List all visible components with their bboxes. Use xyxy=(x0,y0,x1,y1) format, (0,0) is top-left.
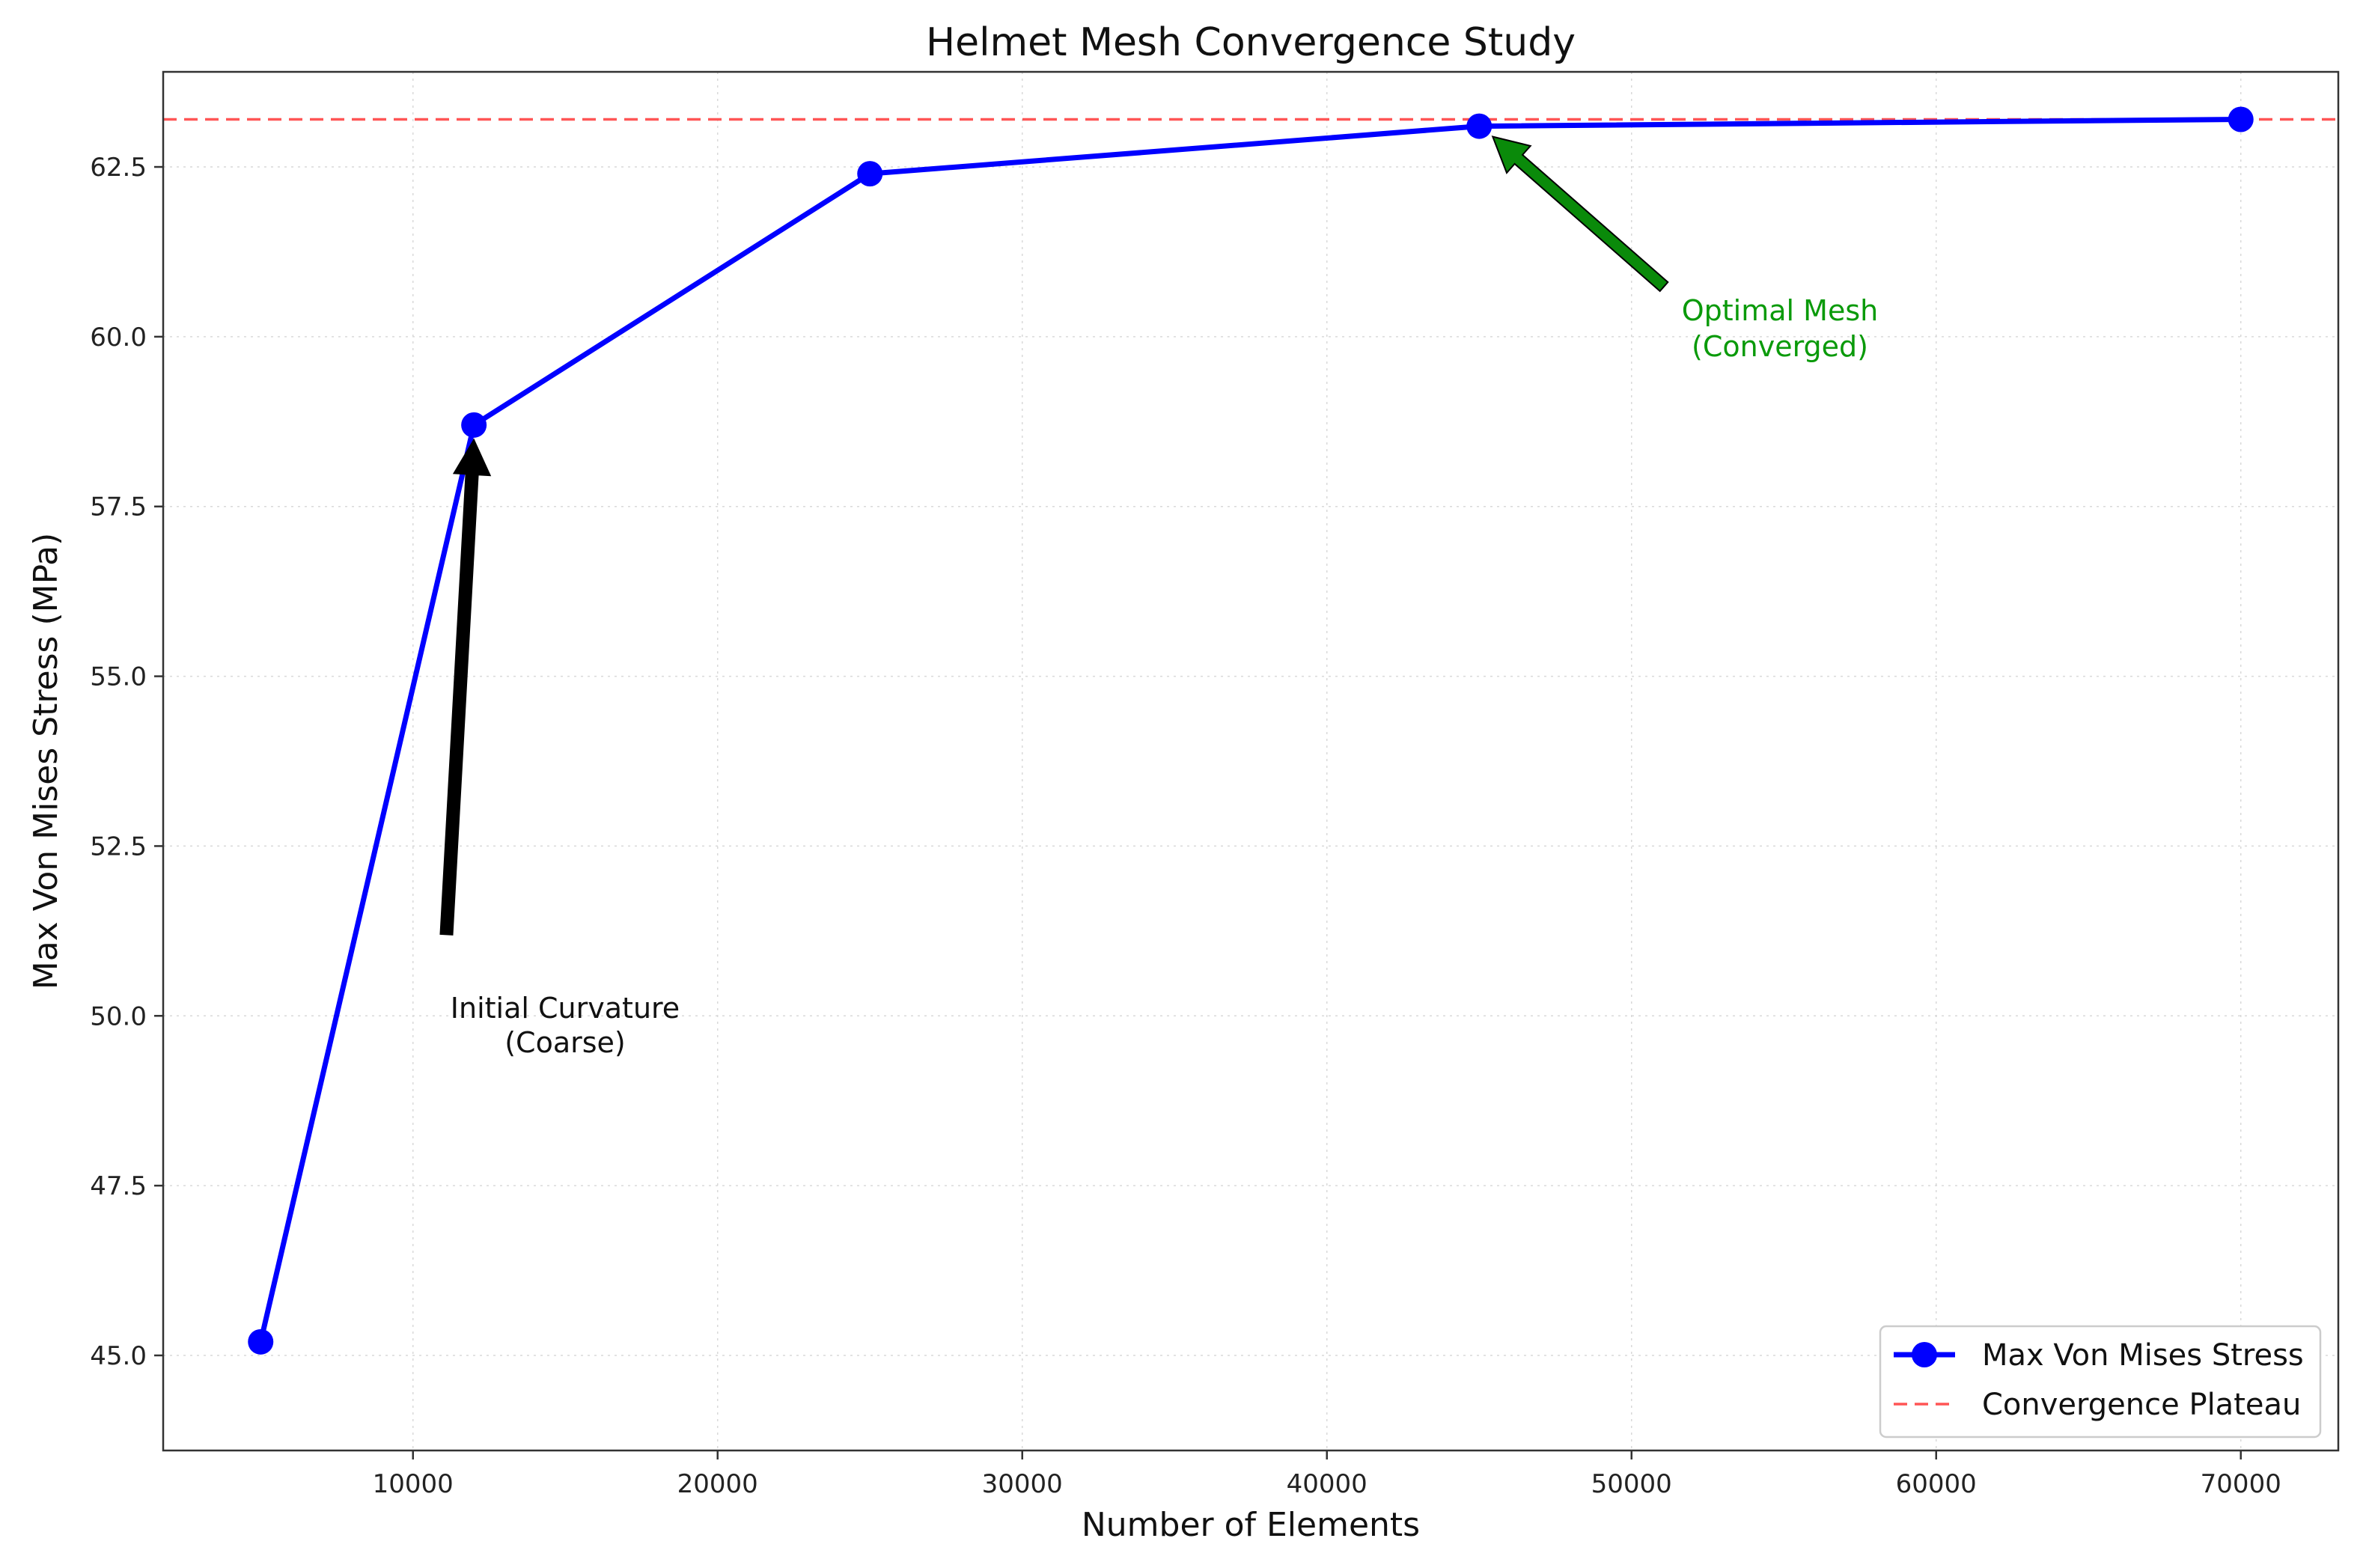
data-point xyxy=(248,1328,274,1355)
annotations: Initial Curvature(Coarse) Optimal Mesh(Co… xyxy=(439,135,1878,1059)
y-tick-label: 57.5 xyxy=(90,492,147,522)
data-point xyxy=(2228,106,2254,132)
x-tick-label: 30000 xyxy=(982,1469,1063,1499)
y-tick-label: 62.5 xyxy=(90,153,147,183)
annotation-text-coarse: Initial Curvature xyxy=(451,992,680,1025)
x-tick-label: 10000 xyxy=(373,1469,454,1499)
y-tick-label: 47.5 xyxy=(90,1171,147,1201)
plot-frame xyxy=(162,70,2340,1452)
y-tick-label: 50.0 xyxy=(90,1001,147,1031)
legend: Max Von Mises Stress Convergence Plateau xyxy=(1879,1325,2322,1439)
series-layer xyxy=(248,106,2254,1355)
x-tick-label: 20000 xyxy=(677,1469,758,1499)
annotation-arrow-coarse xyxy=(439,438,492,936)
x-tick-label: 50000 xyxy=(1591,1469,1672,1499)
y-axis-label: Max Von Mises Stress (MPa) xyxy=(27,533,65,990)
x-tick-label: 60000 xyxy=(1896,1469,1977,1499)
legend-label-stress: Max Von Mises Stress xyxy=(1982,1338,2304,1373)
x-axis-label: Number of Elements xyxy=(1082,1506,1420,1544)
annotation-text-optimal: (Converged) xyxy=(1692,330,1868,363)
chart-title: Helmet Mesh Convergence Study xyxy=(926,20,1576,65)
annotation-text-optimal: Optimal Mesh xyxy=(1682,294,1878,327)
annotation-text-coarse: (Coarse) xyxy=(504,1026,626,1059)
annotation-arrow-optimal xyxy=(1491,135,1669,293)
data-point xyxy=(857,161,883,187)
y-tick-label: 60.0 xyxy=(90,323,147,353)
data-point xyxy=(461,412,487,438)
legend-marker-stress xyxy=(1912,1342,1937,1367)
legend-box xyxy=(1879,1325,2322,1439)
y-tick-label: 45.0 xyxy=(90,1341,147,1371)
axis-ticks: 10000 20000 30000 40000 50000 60000 70000 45.0 4… xyxy=(90,153,2281,1499)
legend-label-plateau: Convergence Plateau xyxy=(1982,1388,2301,1422)
x-tick-label: 40000 xyxy=(1287,1469,1368,1499)
y-tick-label: 52.5 xyxy=(90,832,147,861)
x-tick-label: 70000 xyxy=(2201,1469,2281,1499)
data-point xyxy=(1466,113,1492,139)
y-tick-label: 55.0 xyxy=(90,662,147,692)
